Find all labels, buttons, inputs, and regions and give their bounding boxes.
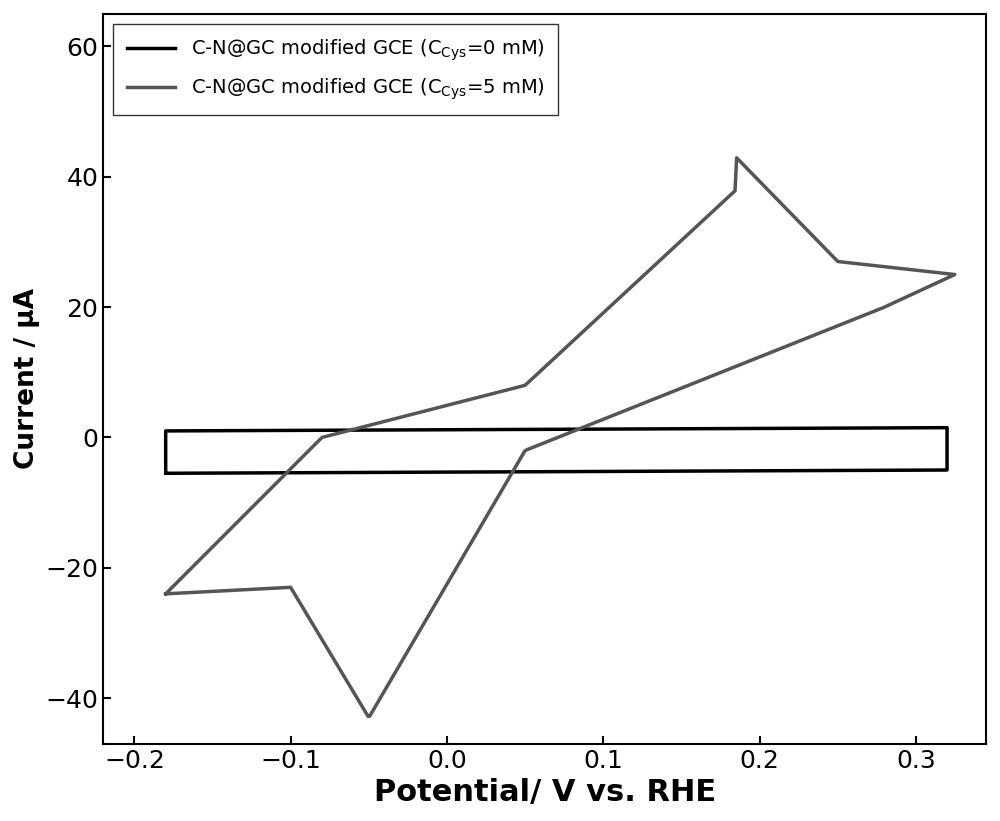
Y-axis label: Current / μA: Current / μA <box>14 288 40 470</box>
Legend: C-N@GC modified GCE ($\mathregular{C_{Cys}}$=0 mM), C-N@GC modified GCE ($\mathr: C-N@GC modified GCE ($\mathregular{C_{Cy… <box>113 24 558 116</box>
X-axis label: Potential/ V vs. RHE: Potential/ V vs. RHE <box>374 778 716 807</box>
